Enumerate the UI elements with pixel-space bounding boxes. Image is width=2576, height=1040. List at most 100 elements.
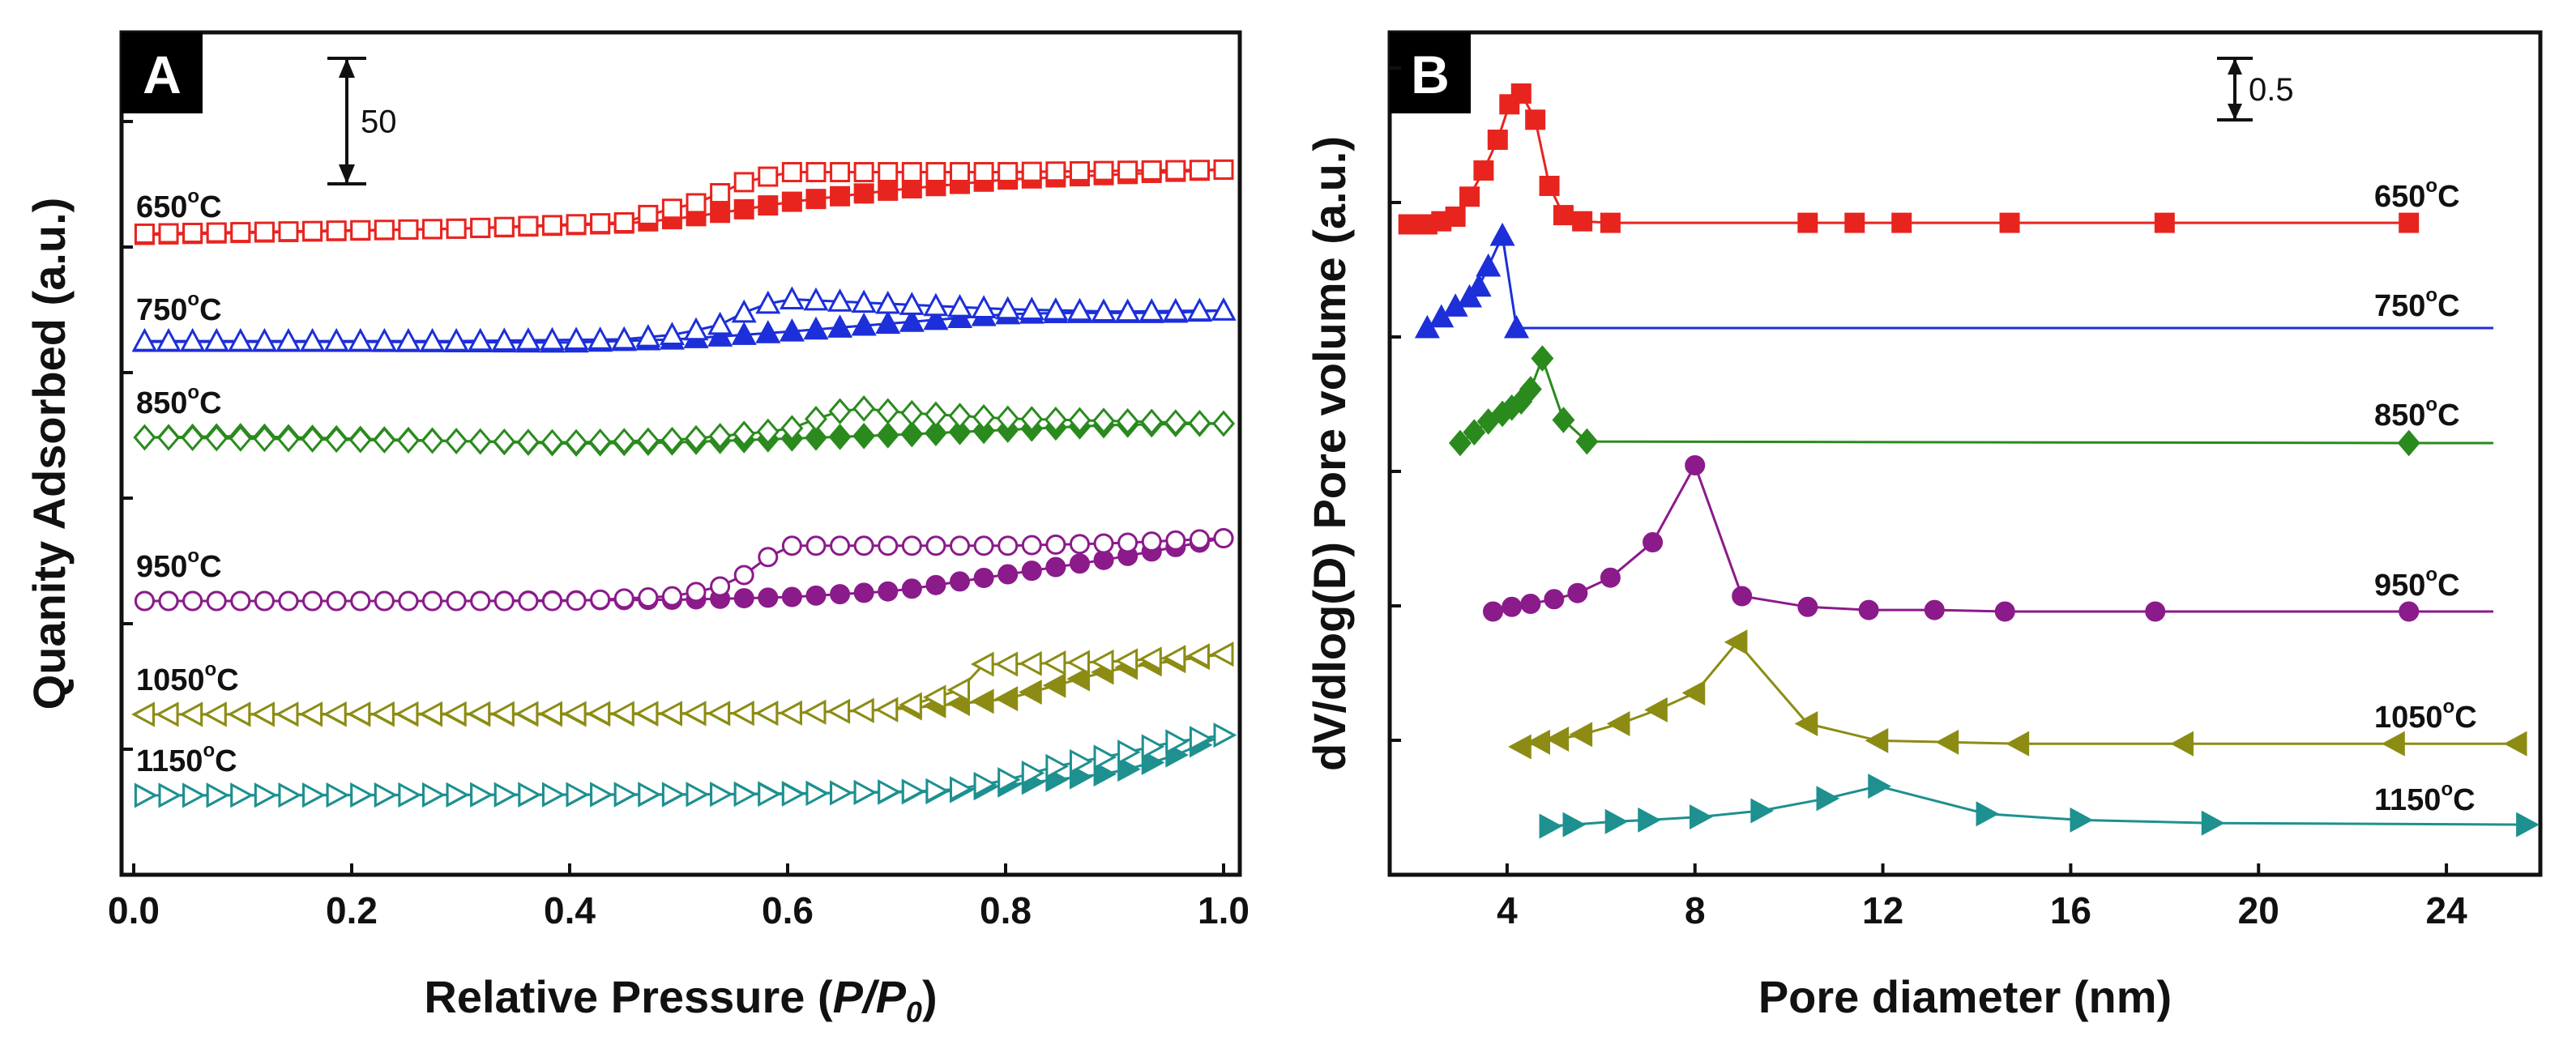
desorption-point [396,427,420,454]
panel-b-x-axis-label: Pore diameter (nm) [1758,971,2172,1022]
desorption-point [613,588,634,609]
desorption-point [853,535,874,556]
adsorption-point [758,195,779,216]
desorption-point [1117,740,1141,765]
distribution-point [1600,212,1621,233]
desorption-point [1189,529,1210,550]
panel-b-label: B [1411,45,1450,104]
desorption-point [1090,649,1114,675]
distribution-point [1732,586,1753,607]
adsorption-point [851,312,877,336]
desorption-point [922,684,946,710]
desorption-point [830,780,853,806]
adsorption-point [827,314,853,338]
desorption-line [144,407,1224,444]
desorption-point [1117,160,1138,181]
desorption-point [634,701,659,727]
adsorption-point [901,578,922,599]
distribution-point [2006,731,2030,757]
scale-bar-arrow-down [2228,104,2242,120]
distribution-point [1552,407,1575,433]
distribution-point [2399,212,2420,233]
distribution-point [1539,176,1560,196]
desorption-point [950,776,973,802]
panel-a-y-axis-label: Quanity Adsorbed (a.u.) [23,198,75,710]
curve-label-850-degree: o [2425,394,2437,416]
curve-label-950-degree: o [187,545,199,567]
desorption-point [179,701,203,727]
adsorption-point [805,585,827,606]
distribution-point [1644,697,1668,722]
desorption-point [998,161,1019,182]
adsorption-point [805,189,827,210]
desorption-point [710,782,733,808]
desorption-point [758,166,779,187]
distribution-point [1575,428,1599,455]
distribution-point [1600,567,1621,588]
desorption-point [950,162,971,182]
distribution-point [1463,419,1486,446]
desorption-point [827,698,851,724]
desorption-point [302,590,323,612]
desorption-point [925,162,946,182]
desorption-point [491,701,515,727]
curve-label-1050-degree: o [205,659,217,680]
desorption-point [925,778,950,803]
adsorption-point [853,183,874,204]
adsorption-point [925,574,946,595]
adsorption-point [781,191,802,212]
distribution-point [2516,812,2540,838]
curve-label-1150: 1150oC [2374,778,2476,817]
desorption-point [661,782,686,808]
panel-b-frame [1387,30,2543,877]
desorption-point [805,781,830,807]
distribution-point [1681,680,1706,706]
desorption-point [950,535,971,556]
desorption-point [659,322,685,345]
desorption-point [661,586,682,607]
desorption-point [1021,161,1042,182]
desorption-point [539,326,565,351]
desorption-point [493,216,515,237]
desorption-point [1165,160,1186,181]
panel-a-x-tick-label: 0.6 [762,889,814,931]
distribution-point [1638,807,1661,833]
series-850: 850oC [1448,345,2494,457]
series-650: 650oC [1398,83,2460,235]
curve-label-850: 850oC [2374,394,2460,433]
desorption-point [686,782,710,808]
series-850: 850oC [133,381,1235,457]
panel-b-x-tick-label: 20 [2238,889,2279,931]
desorption-point [685,424,707,452]
distribution-point [2170,731,2194,757]
desorption-point [971,295,997,318]
distribution-point [2070,807,2094,833]
curve-label-950: 950oC [2374,564,2460,603]
desorption-point [780,415,804,441]
desorption-point [251,701,275,727]
desorption-point [1213,528,1234,548]
distribution-point [1685,455,1706,475]
curve-label-650-degree: o [187,185,199,207]
desorption-point [230,222,251,243]
adsorption-point [830,584,851,605]
desorption-point [638,587,659,608]
desorption-point [131,327,157,352]
desorption-point [1068,407,1091,434]
distribution-point [1503,314,1530,339]
desorption-point [1114,648,1138,674]
desorption-point [802,699,827,725]
distribution-point [1459,186,1480,207]
desorption-point [758,547,779,568]
desorption-point [638,782,661,808]
distribution-point [1525,109,1546,130]
panel-a-x-tick-label: 0.4 [544,889,596,931]
desorption-line [144,298,1224,343]
distribution-point [1562,812,1587,838]
desorption-point [733,420,756,447]
adsorption-point [1093,761,1117,787]
distribution-point [2145,601,2166,622]
desorption-point [587,326,613,350]
desorption-point [158,590,179,612]
distribution-point [2399,601,2420,622]
